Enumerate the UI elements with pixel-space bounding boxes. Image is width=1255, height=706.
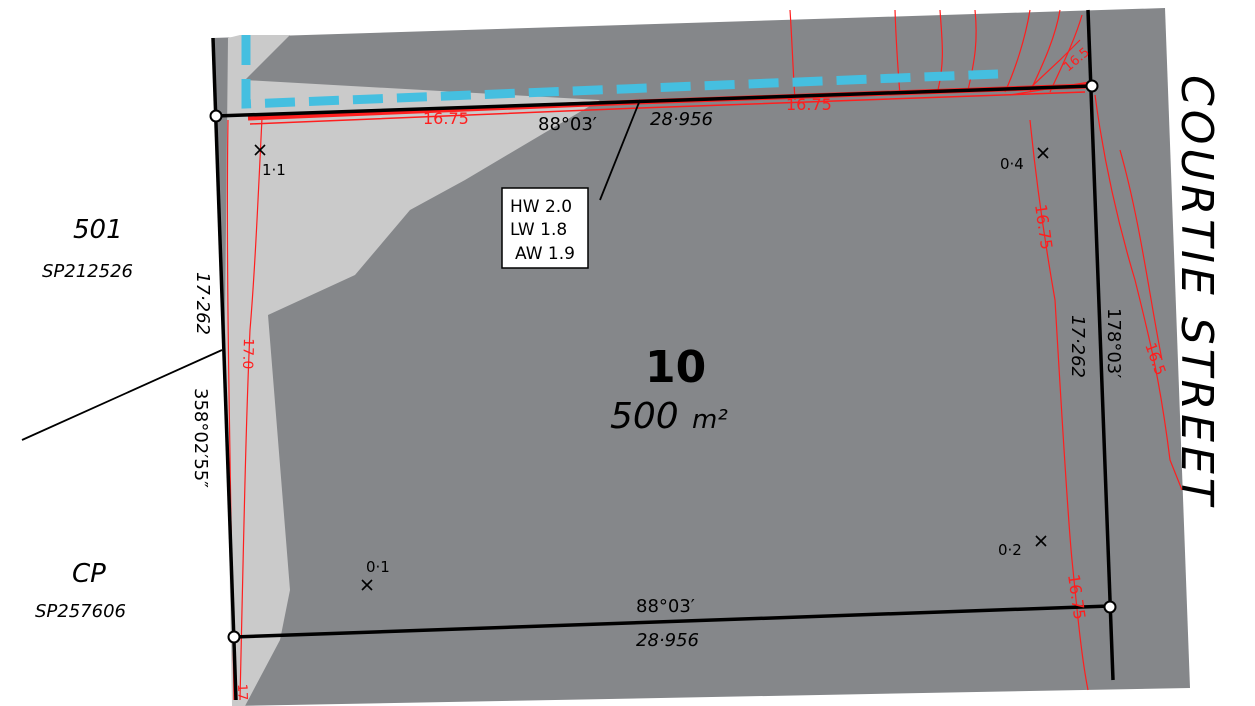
north-red-edge-2 [249, 91, 1086, 125]
west-bearing: 358°02′55″ [190, 388, 211, 488]
lot-area: 500 [610, 396, 679, 437]
neighbour-lot: CP [72, 559, 106, 589]
peg-sw [227, 630, 241, 644]
peg-ne [1085, 79, 1099, 93]
leader-line-west [21, 349, 223, 441]
north-distance: 28·956 [650, 109, 713, 130]
leader-line-water [599, 99, 641, 201]
corner-pegs [209, 79, 1117, 644]
neighbour-plan: SP257606 [35, 601, 126, 622]
water-level-line: HW 2.0 [510, 197, 572, 217]
water-level-line: LW 1.8 [510, 220, 567, 240]
neighbour-plan: SP212526 [42, 261, 133, 282]
east-bearing: 178°03′ [1103, 308, 1124, 378]
boundary-lines [211, 9, 1115, 701]
south-distance: 28·956 [636, 630, 699, 651]
north-bearing: 88°03′ [538, 114, 597, 135]
east-distance: 17·262 [1067, 315, 1088, 378]
easement-dashed-line [241, 35, 999, 109]
street-name: COURTIE STREET [1171, 75, 1222, 509]
contour-label: 17.0 [239, 338, 256, 370]
spot-height-label: 1·1 [262, 161, 286, 179]
west-distance: 17·262 [192, 272, 213, 335]
water-level-line: AW 1.9 [515, 244, 575, 264]
south-bearing: 88°03′ [636, 596, 695, 617]
peg-nw [209, 109, 223, 123]
cross-mark [1035, 535, 1047, 547]
light-sliver-area [225, 35, 600, 706]
spot-height-marks [254, 144, 1049, 591]
cross-mark [361, 579, 373, 591]
spot-height-label: 0·2 [998, 541, 1022, 559]
cross-mark [254, 144, 266, 156]
contour-label: 17 [234, 684, 250, 701]
contour-label: 16.75 [423, 109, 469, 128]
spot-height-label: 0·4 [1000, 155, 1024, 173]
contour-label: 16.75 [786, 95, 832, 114]
water-level-box [501, 187, 589, 269]
lot-number: 10 [645, 342, 706, 393]
cross-mark [1037, 147, 1049, 159]
peg-se [1103, 600, 1117, 614]
spot-height-label: 0·1 [366, 558, 390, 576]
neighbour-lot: 501 [73, 215, 123, 245]
lot-area-unit: m² [692, 405, 728, 435]
